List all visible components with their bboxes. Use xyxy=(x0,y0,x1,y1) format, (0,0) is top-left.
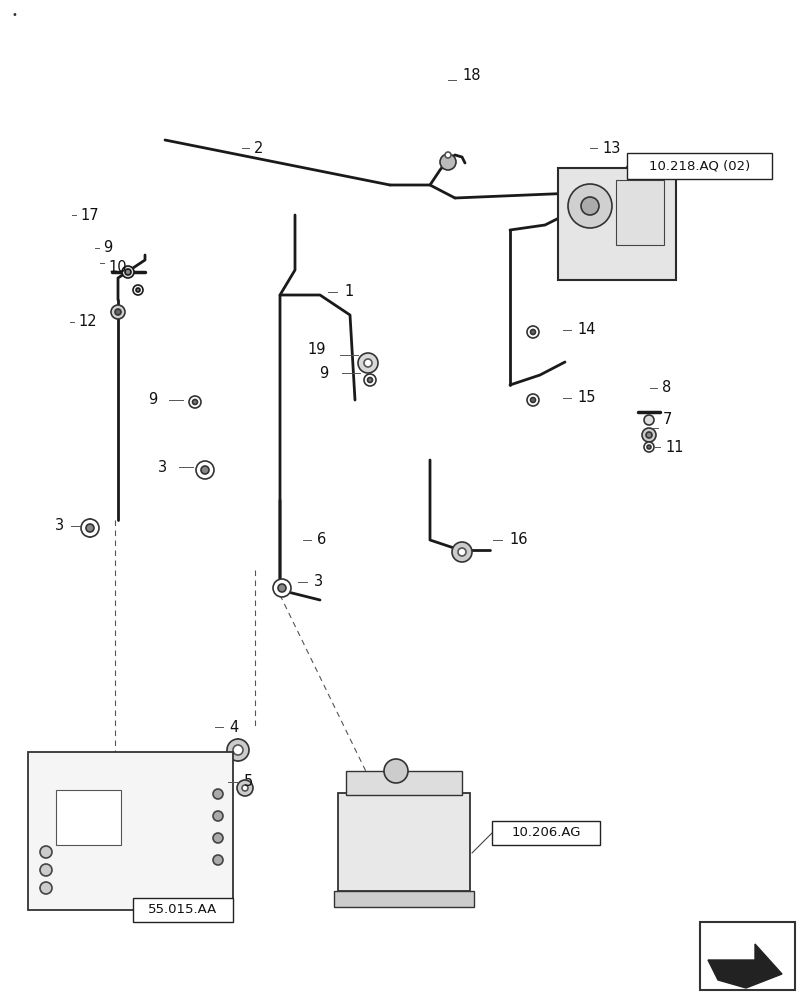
Circle shape xyxy=(530,397,534,402)
Circle shape xyxy=(40,882,52,894)
Circle shape xyxy=(526,394,539,406)
Circle shape xyxy=(367,377,372,382)
Circle shape xyxy=(452,542,471,562)
Text: 9: 9 xyxy=(103,240,112,255)
Bar xyxy=(491,821,599,845)
Text: 10: 10 xyxy=(108,260,127,275)
Circle shape xyxy=(242,785,247,791)
Text: 12: 12 xyxy=(78,314,97,330)
Text: 10.206.AG: 10.206.AG xyxy=(511,826,580,839)
Text: 8: 8 xyxy=(661,380,671,395)
Bar xyxy=(557,168,676,280)
Circle shape xyxy=(581,197,599,215)
Text: 10.218.AQ (02): 10.218.AQ (02) xyxy=(648,160,749,173)
Text: 3: 3 xyxy=(157,460,167,475)
Circle shape xyxy=(111,305,125,319)
Circle shape xyxy=(272,579,290,597)
Circle shape xyxy=(530,330,534,334)
Bar xyxy=(28,752,233,910)
Circle shape xyxy=(135,288,139,292)
Circle shape xyxy=(201,466,208,474)
Circle shape xyxy=(457,548,466,556)
Circle shape xyxy=(40,864,52,876)
Circle shape xyxy=(363,374,375,386)
Bar xyxy=(333,891,474,907)
Circle shape xyxy=(86,524,94,532)
Bar xyxy=(626,153,771,179)
Text: 11: 11 xyxy=(664,440,683,454)
Circle shape xyxy=(444,152,450,158)
Text: 14: 14 xyxy=(577,322,594,338)
Text: 19: 19 xyxy=(307,342,325,358)
Text: 4: 4 xyxy=(229,719,238,734)
Circle shape xyxy=(212,811,223,821)
Bar xyxy=(699,922,794,990)
Circle shape xyxy=(40,846,52,858)
Circle shape xyxy=(115,309,121,315)
Circle shape xyxy=(122,266,134,278)
Bar xyxy=(56,790,121,845)
Circle shape xyxy=(192,399,197,404)
Bar xyxy=(616,180,663,245)
Text: •: • xyxy=(12,10,18,20)
Bar xyxy=(337,793,470,891)
Text: 9: 9 xyxy=(148,392,157,408)
Text: 6: 6 xyxy=(316,532,326,548)
Circle shape xyxy=(358,353,378,373)
Text: 15: 15 xyxy=(577,390,594,406)
Circle shape xyxy=(189,396,201,408)
Circle shape xyxy=(233,745,242,755)
Circle shape xyxy=(643,415,653,425)
Circle shape xyxy=(440,154,456,170)
Text: 3: 3 xyxy=(55,518,64,534)
Bar xyxy=(345,771,461,795)
Text: 1: 1 xyxy=(344,284,353,300)
Text: 5: 5 xyxy=(243,774,253,790)
Circle shape xyxy=(237,780,253,796)
Circle shape xyxy=(227,739,249,761)
Text: 9: 9 xyxy=(319,365,328,380)
Circle shape xyxy=(212,789,223,799)
Circle shape xyxy=(212,833,223,843)
Circle shape xyxy=(643,442,653,452)
Text: 16: 16 xyxy=(508,532,527,548)
Circle shape xyxy=(125,269,131,275)
Circle shape xyxy=(363,359,371,367)
Text: 3: 3 xyxy=(314,574,323,589)
Text: 2: 2 xyxy=(254,141,263,156)
Text: 17: 17 xyxy=(80,208,98,223)
Circle shape xyxy=(526,326,539,338)
Circle shape xyxy=(384,759,407,783)
Circle shape xyxy=(195,461,214,479)
Text: 13: 13 xyxy=(601,141,620,156)
Text: 55.015.AA: 55.015.AA xyxy=(148,903,217,916)
Circle shape xyxy=(642,428,655,442)
Circle shape xyxy=(646,445,650,449)
Circle shape xyxy=(81,519,99,537)
Text: 7: 7 xyxy=(663,412,672,428)
Circle shape xyxy=(212,855,223,865)
Bar xyxy=(133,898,233,922)
Text: 18: 18 xyxy=(461,68,480,83)
Circle shape xyxy=(133,285,143,295)
Circle shape xyxy=(568,184,611,228)
Polygon shape xyxy=(707,944,781,988)
Circle shape xyxy=(277,584,285,592)
Circle shape xyxy=(646,432,651,438)
